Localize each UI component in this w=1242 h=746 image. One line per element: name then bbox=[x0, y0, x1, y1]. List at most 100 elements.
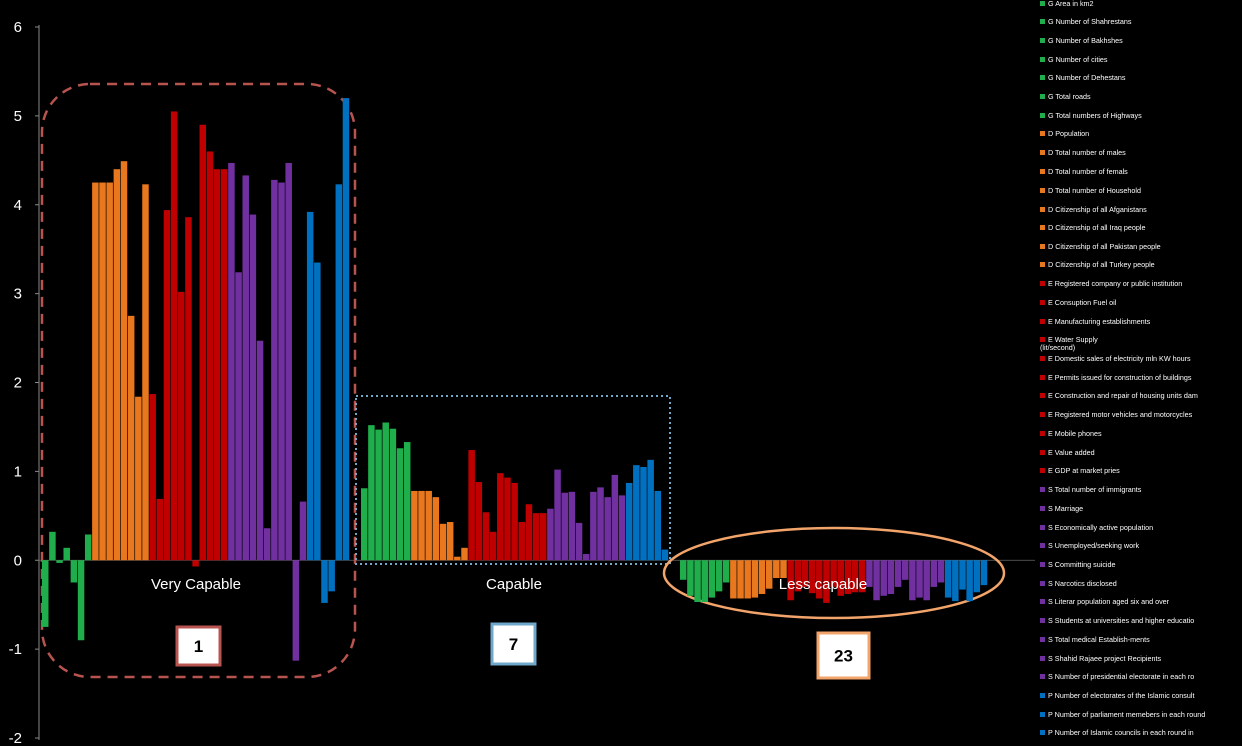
bar bbox=[299, 501, 307, 561]
bar bbox=[228, 162, 235, 561]
bar bbox=[952, 560, 959, 602]
bar bbox=[959, 560, 966, 590]
legend-swatch bbox=[1040, 244, 1045, 249]
bar bbox=[99, 182, 106, 561]
legend-swatch bbox=[1040, 487, 1045, 492]
bar bbox=[482, 512, 490, 561]
legend-item: E Water Supply (lit/second) bbox=[1040, 336, 1240, 352]
legend-label: S Narcotics disclosed bbox=[1048, 579, 1117, 588]
legend-item: S Unemployed/seeking work bbox=[1040, 542, 1240, 550]
bar bbox=[213, 169, 221, 561]
bar bbox=[680, 560, 687, 580]
legend-swatch bbox=[1040, 393, 1045, 398]
legend-item: S Shahid Rajaee project Recipients bbox=[1040, 655, 1240, 663]
bar bbox=[163, 210, 171, 561]
legend-label: E GDP at market pries bbox=[1048, 466, 1120, 475]
bar bbox=[894, 560, 902, 587]
legend-swatch bbox=[1040, 375, 1045, 380]
bar bbox=[554, 469, 561, 561]
legend-label: D Citizenship of all Iraq people bbox=[1048, 223, 1146, 232]
legend-label: S Committing suicide bbox=[1048, 560, 1116, 569]
legend-label: D Total number of Household bbox=[1048, 186, 1141, 195]
legend-label: S Number of presidential electorate in e… bbox=[1048, 672, 1195, 681]
y-tick-label: 1 bbox=[14, 463, 22, 480]
bar bbox=[823, 560, 830, 603]
legend-label: D Citizenship of all Pakistan people bbox=[1048, 242, 1161, 251]
bar bbox=[113, 169, 121, 561]
legend-swatch bbox=[1040, 637, 1045, 642]
legend-item: G Number of Shahrestans bbox=[1040, 18, 1240, 26]
legend-label: P Number of electorates of the Islamic c… bbox=[1048, 691, 1195, 700]
badge-capable-text: 7 bbox=[509, 635, 518, 654]
bar bbox=[135, 396, 142, 561]
legend-swatch bbox=[1040, 113, 1045, 118]
legend-label: D Total number of femals bbox=[1048, 167, 1128, 176]
legend-item: E Permits issued for construction of bui… bbox=[1040, 374, 1240, 382]
bar bbox=[292, 560, 300, 661]
bar bbox=[314, 262, 321, 561]
legend-item: P Number of Islamic councils in each rou… bbox=[1040, 729, 1240, 737]
legend-item: G Total numbers of Highways bbox=[1040, 112, 1240, 120]
bar bbox=[582, 554, 590, 561]
y-tick-label: -1 bbox=[9, 641, 22, 658]
legend-item: G Total roads bbox=[1040, 93, 1240, 101]
bar bbox=[199, 124, 207, 561]
legend-item: G Number of cities bbox=[1040, 56, 1240, 64]
bar bbox=[773, 560, 780, 579]
bar bbox=[278, 182, 285, 561]
legend-swatch bbox=[1040, 431, 1045, 436]
legend-label: D Citizenship of all Turkey people bbox=[1048, 260, 1155, 269]
bar bbox=[49, 531, 56, 561]
bar bbox=[375, 429, 382, 561]
bar bbox=[873, 560, 880, 601]
bar bbox=[525, 504, 533, 561]
legend-swatch bbox=[1040, 169, 1045, 174]
legend-label: D Population bbox=[1048, 129, 1090, 138]
legend-item: E Consuption Fuel oil bbox=[1040, 299, 1240, 307]
legend-item: D Citizenship of all Turkey people bbox=[1040, 261, 1240, 269]
less-capable-ellipse bbox=[662, 526, 1006, 620]
bar bbox=[411, 490, 418, 561]
legend-label: G Total roads bbox=[1048, 92, 1091, 101]
bar bbox=[694, 560, 701, 603]
legend-item: D Population bbox=[1040, 130, 1240, 138]
bar bbox=[256, 340, 264, 561]
bar bbox=[737, 560, 744, 599]
bar bbox=[249, 214, 257, 561]
bar bbox=[780, 560, 787, 579]
bar bbox=[722, 560, 730, 583]
bar bbox=[801, 560, 809, 587]
bar bbox=[687, 560, 694, 596]
bar bbox=[730, 560, 737, 599]
legend-item: S Total number of immigrants bbox=[1040, 486, 1240, 494]
bar bbox=[765, 560, 773, 589]
legend-label: S Literar population aged six and over bbox=[1048, 597, 1170, 606]
legend-label: D Citizenship of all Afganistans bbox=[1048, 205, 1147, 214]
bar bbox=[63, 547, 70, 561]
bar bbox=[106, 182, 113, 561]
bar bbox=[708, 560, 716, 598]
group-labels: Very Capable Capable Less capable 1 7 23 bbox=[151, 576, 871, 680]
bar bbox=[170, 111, 178, 561]
y-tick-label: 2 bbox=[14, 375, 22, 392]
legend-swatch bbox=[1040, 599, 1045, 604]
bar bbox=[432, 497, 440, 561]
bar bbox=[561, 492, 568, 561]
badge-very-capable-box bbox=[175, 625, 222, 667]
badge-very-capable-text: 1 bbox=[194, 637, 203, 656]
bar bbox=[263, 528, 271, 561]
legend-label: G Area in km2 bbox=[1048, 0, 1094, 8]
legend-swatch bbox=[1040, 581, 1045, 586]
legend-item: E Registered company or public instituti… bbox=[1040, 280, 1240, 288]
bar bbox=[866, 560, 873, 587]
legend-item: E GDP at market pries bbox=[1040, 467, 1240, 475]
bar bbox=[489, 531, 497, 561]
bar bbox=[382, 422, 389, 561]
legend-item: D Total number of Household bbox=[1040, 187, 1240, 195]
legend-label: E Registered company or public instituti… bbox=[1048, 279, 1183, 288]
legend-label: P Number of Islamic councils in each rou… bbox=[1048, 728, 1194, 737]
bar bbox=[446, 522, 454, 561]
bars bbox=[42, 98, 988, 661]
legend-swatch bbox=[1040, 618, 1045, 623]
legend-swatch bbox=[1040, 656, 1045, 661]
